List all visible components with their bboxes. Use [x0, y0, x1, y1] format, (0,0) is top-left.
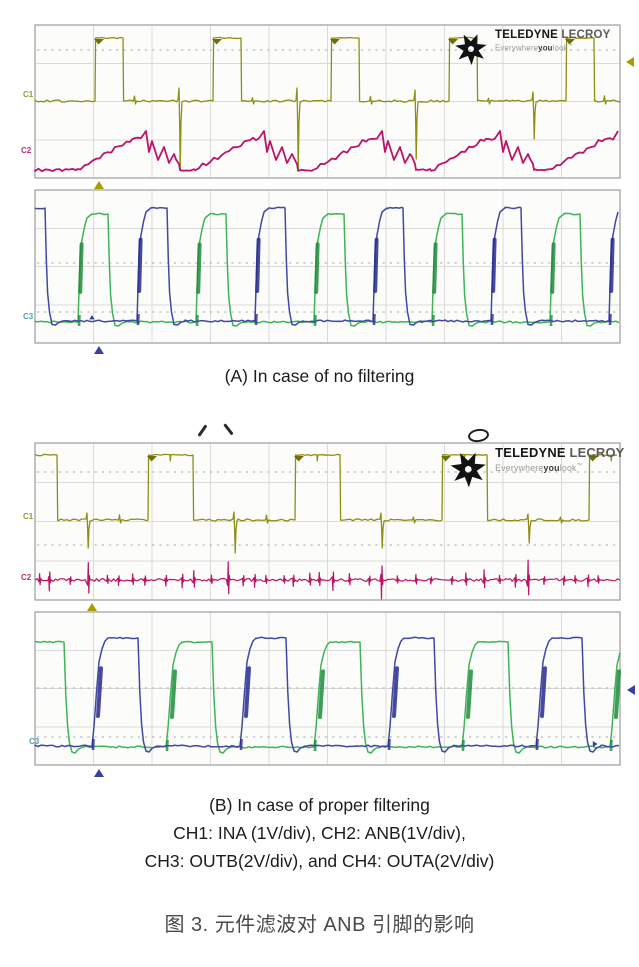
rise-edge-ringing [78, 242, 84, 294]
pulse-foot-tick [254, 313, 258, 326]
trigger-marker-up-icon [87, 603, 97, 611]
trigger-flag-icon [588, 456, 598, 462]
trigger-flag-icon [565, 39, 575, 45]
pulse-foot-tick [490, 313, 494, 326]
caption-b-line3: CH3: OUTB(2V/div), and CH4: OUTA(2V/div) [144, 851, 495, 871]
pulse-foot-tick [239, 738, 243, 751]
trigger-flag-icon [294, 456, 304, 462]
stray-mark [223, 423, 234, 436]
rise-edge-ringing [491, 237, 497, 293]
trigger-marker-left-icon [626, 57, 634, 67]
rise-edge-ringing [170, 669, 177, 719]
rise-edge-ringing [432, 242, 438, 294]
trigger-marker-up-icon [89, 315, 95, 320]
rise-edge-ringing [137, 237, 143, 293]
stray-mark [197, 424, 208, 437]
trigger-flag-icon [94, 39, 104, 45]
pulse-foot-tick [372, 313, 376, 326]
trace-c4-outa [34, 640, 621, 754]
channel-label-c1: C1 [23, 90, 34, 99]
pulse-foot-tick [91, 738, 95, 751]
trigger-flag-icon [147, 456, 157, 462]
logo-tagline: Everywhereyoulook™ [495, 42, 573, 53]
rise-edge-ringing [373, 237, 379, 293]
trigger-flag-icon [212, 39, 222, 45]
rise-edge-ringing [314, 242, 320, 294]
logo-brand-text: TELEDYNE LECROY [495, 446, 625, 461]
trigger-marker-up-icon [94, 769, 104, 777]
pulse-foot-tick [313, 314, 317, 327]
rise-edge-ringing [96, 666, 103, 718]
caption-b: (B) In case of proper filtering CH1: INA… [0, 791, 639, 875]
oscilloscope-capture-b: C1 C2 C3 [21, 442, 635, 777]
channel-label-c2: C2 [21, 573, 32, 582]
channel-label-c2: C2 [21, 146, 32, 155]
teledyne-starburst-icon [455, 34, 487, 66]
trigger-marker-up-icon [94, 181, 104, 189]
channel-label-c3: C3 [29, 737, 40, 746]
trigger-flag-icon [448, 39, 458, 45]
trigger-marker-right-icon [592, 741, 598, 747]
teledyne-lecroy-logo: TELEDYNE LECROY Everywhereyoulook™ [452, 29, 611, 68]
caption-b-line2: CH1: INA (1V/div), CH2: ANB(1V/div), [173, 823, 466, 843]
trace-c2-anb [34, 559, 621, 600]
trigger-marker-up-icon [94, 346, 104, 354]
trace-c1-ina [34, 36, 621, 171]
trace-c1-ina [34, 453, 618, 554]
rise-edge-ringing [550, 242, 556, 294]
trigger-flag-icon [441, 456, 451, 462]
teledyne-starburst-icon [450, 452, 486, 488]
pulse-foot-tick [535, 738, 539, 751]
channel-label-c1: C1 [23, 512, 34, 521]
trigger-marker-left-icon [627, 685, 635, 695]
channel-label-c3: C3 [23, 312, 34, 321]
teledyne-lecroy-logo: TELEDYNE LECROY Everywhereyoulook™ [447, 446, 625, 491]
pulse-foot-tick [387, 738, 391, 751]
rise-edge-ringing [196, 242, 202, 294]
caption-b-line1: (B) In case of proper filtering [209, 795, 430, 815]
pulse-foot-tick [609, 739, 613, 752]
rise-edge-ringing [392, 666, 399, 718]
trace-c2-anb [34, 130, 619, 173]
caption-a: (A) In case of no filtering [224, 366, 415, 386]
pulse-foot-tick [195, 314, 199, 327]
pulse-foot-tick [136, 313, 140, 326]
rise-edge-ringing [244, 666, 251, 718]
logo-tagline: Everywhereyoulook™ [495, 462, 583, 473]
rise-edge-ringing [466, 669, 473, 719]
trace-c3-outb [34, 636, 619, 753]
rise-edge-ringing [540, 666, 547, 718]
oscilloscope-capture-a: C1 C2 C3 [21, 24, 634, 354]
rise-edge-ringing [609, 237, 615, 293]
pulse-foot-tick [608, 313, 612, 326]
trigger-flag-icon [330, 39, 340, 45]
pulse-foot-tick [431, 314, 435, 327]
rise-edge-ringing [614, 669, 621, 719]
figure-title-chinese: 图 3. 元件滤波对 ANB 引脚的影响 [164, 914, 475, 936]
rise-edge-ringing [318, 669, 325, 719]
logo-brand-text: TELEDYNE LECROY [495, 29, 611, 41]
rise-edge-ringing [255, 237, 261, 293]
